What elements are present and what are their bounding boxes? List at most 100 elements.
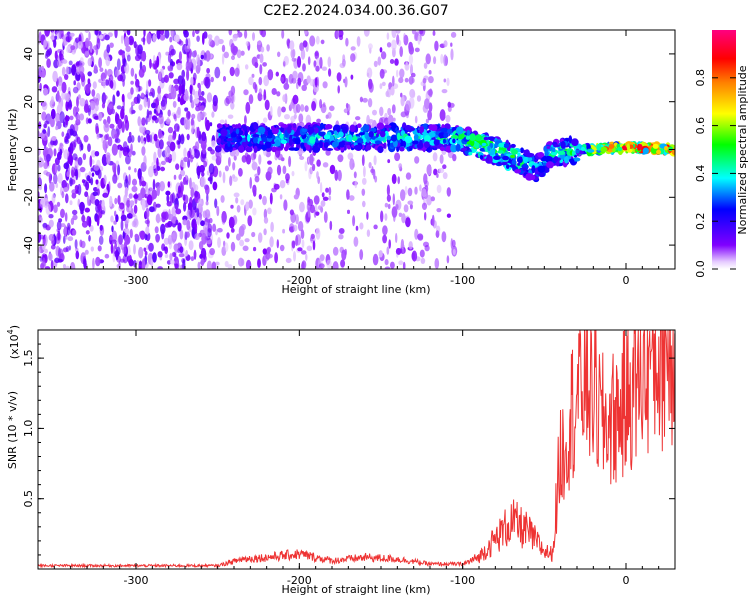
spectrogram-cell — [434, 40, 439, 52]
spectrogram-cell — [244, 130, 248, 138]
spectrogram-cell — [503, 143, 510, 149]
spectrogram-cell — [91, 89, 96, 97]
spectrogram-cell — [195, 105, 201, 112]
spectrogram-y-tick-label: 40 — [22, 47, 35, 61]
spectrogram-cell — [300, 250, 307, 255]
spectrogram-cell — [69, 177, 73, 187]
spectrogram-cell — [443, 132, 449, 139]
spectrogram-cell — [321, 66, 327, 71]
spectrogram-cell — [111, 143, 118, 156]
spectrogram-cell — [262, 195, 267, 206]
spectrogram-cell — [74, 239, 78, 249]
snr-frame — [37, 329, 676, 570]
spectrogram-cell — [38, 247, 41, 256]
spectrogram-cell — [79, 139, 82, 152]
snr-y-tick-label: 1.0 — [22, 420, 35, 438]
spectrogram-cell — [102, 78, 107, 89]
spectrogram-cell — [307, 56, 311, 66]
spectrogram-cell — [193, 249, 197, 260]
spectrogram-cell — [52, 70, 58, 83]
spectrogram-cell — [386, 246, 390, 255]
spectrogram-cell — [193, 50, 197, 57]
spectrogram-cell — [177, 185, 182, 194]
spectrogram-cell — [196, 216, 200, 226]
spectrogram-cell — [211, 261, 217, 269]
spectrogram-cell — [183, 147, 187, 159]
spectrogram-cell — [279, 180, 286, 189]
spectrogram-cell — [45, 171, 51, 177]
spectrogram-cell — [141, 259, 146, 269]
spectrogram-cell — [469, 133, 476, 142]
spectrogram-cell — [76, 113, 81, 123]
spectrogram-cell — [105, 133, 110, 140]
spectrogram-cell — [368, 119, 374, 124]
spectrogram-cell — [353, 236, 359, 247]
spectrogram-cell — [441, 231, 447, 243]
spectrogram-cell — [315, 211, 320, 216]
spectrogram-cell — [252, 134, 260, 138]
spectrogram-x-tick-label: 0 — [623, 274, 630, 287]
spectrogram-cell — [384, 202, 389, 208]
spectrogram-cell — [398, 163, 403, 170]
spectrogram-cell — [178, 84, 183, 96]
spectrogram-cell — [155, 139, 161, 149]
spectrogram-cell — [391, 39, 397, 51]
spectrogram-cell — [483, 136, 489, 141]
spectrogram-cell — [214, 198, 218, 209]
spectrogram-y-tick-label: -40 — [22, 236, 35, 254]
spectrogram-cell — [332, 261, 339, 269]
spectrogram-cell — [323, 211, 328, 223]
spectrogram-cell — [291, 240, 296, 249]
spectrogram-cell — [309, 35, 316, 47]
spectrogram-cell — [304, 105, 309, 113]
spectrogram-cell — [122, 231, 126, 240]
spectrogram-cell — [76, 64, 81, 76]
spectrogram-cell — [497, 150, 504, 154]
spectrogram-cell — [170, 87, 177, 100]
spectrogram-cell — [130, 80, 134, 85]
spectrogram-cell — [270, 221, 274, 233]
spectrogram-cell — [321, 192, 325, 198]
spectrogram-cell — [67, 236, 74, 242]
spectrogram-cell — [322, 162, 329, 168]
spectrogram-cell — [148, 242, 154, 252]
spectrogram-cell — [642, 147, 649, 155]
spectrogram-cell — [220, 195, 225, 203]
spectrogram-cell — [343, 145, 347, 151]
spectrogram-cell — [185, 250, 188, 257]
spectrogram-cell — [119, 202, 125, 210]
spectrogram-cell — [143, 30, 146, 37]
spectrogram-cell — [169, 141, 176, 152]
spectrogram-cell — [359, 222, 364, 230]
spectrogram-cell — [571, 150, 576, 156]
spectrogram-cell — [244, 238, 250, 243]
snr-y-tick-label: 0.5 — [22, 490, 35, 508]
spectrogram-cell — [350, 74, 354, 80]
spectrogram-cell — [105, 56, 111, 67]
spectrogram-cell — [50, 259, 54, 269]
spectrogram-cell — [80, 240, 86, 249]
spectrogram-cell — [64, 138, 70, 145]
spectrogram-cell — [310, 233, 315, 240]
spectrogram-cell — [387, 203, 391, 210]
spectrogram-cell — [133, 204, 138, 214]
spectrogram-cell — [93, 164, 100, 171]
spectrogram-cell — [433, 56, 437, 65]
spectrogram-cell — [510, 154, 516, 159]
spectrogram-cell — [89, 100, 96, 111]
spectrogram-cell — [229, 127, 233, 133]
spectrogram-cell — [247, 134, 251, 142]
spectrogram-cell — [299, 201, 305, 213]
spectrogram-cell — [175, 219, 179, 226]
spectrogram-cell — [416, 95, 422, 102]
spectrogram-cell — [451, 239, 456, 248]
spectrogram-cell — [377, 56, 382, 66]
spectrogram-cell — [42, 234, 46, 246]
spectrogram-cell — [91, 150, 97, 158]
spectrogram-cell — [450, 42, 453, 47]
spectrogram-cell — [38, 173, 41, 178]
spectrogram-cell — [79, 201, 85, 212]
spectrogram-cell — [90, 246, 95, 252]
spectrogram-cell — [56, 201, 61, 207]
